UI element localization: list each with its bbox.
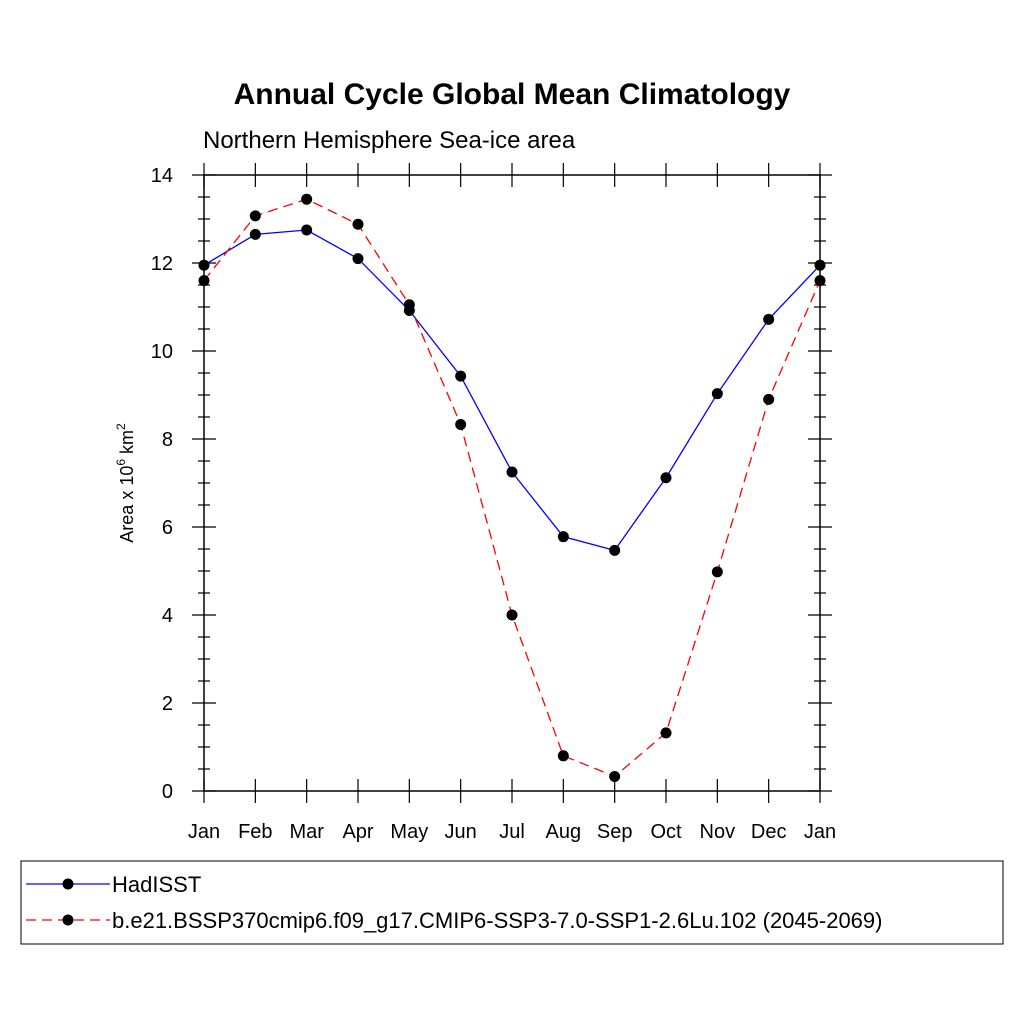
x-tick-label: Jul (499, 821, 525, 843)
chart-title: Annual Cycle Global Mean Climatology (234, 78, 791, 111)
legend: HadISST b.e21.BSSP370cmip6.f09_g17.CMIP6-… (20, 860, 1004, 945)
data-point-series-0 (352, 253, 364, 265)
data-point-series-1 (455, 418, 467, 430)
data-point-series-1 (763, 393, 775, 405)
data-point-series-0 (198, 259, 210, 271)
x-tick-label: Oct (650, 821, 682, 843)
x-tick-label: Sep (597, 821, 633, 843)
x-tick-label: Apr (342, 821, 373, 843)
x-tick-label: Feb (238, 821, 272, 843)
x-tick-label: May (390, 821, 428, 843)
legend-label-0: HadISST (112, 872, 201, 897)
data-point-series-1 (711, 566, 723, 578)
data-point-series-0 (763, 313, 775, 325)
data-point-series-1 (249, 210, 261, 222)
y-axis-title-mid: km (117, 430, 137, 459)
y-tick-label: 2 (162, 693, 173, 715)
legend-marker-0 (62, 878, 74, 890)
x-tick-label: Mar (289, 821, 324, 843)
data-point-series-1 (557, 750, 569, 762)
data-point-series-0 (557, 531, 569, 543)
y-tick-label: 6 (162, 517, 173, 539)
chart-subtitle: Northern Hemisphere Sea-ice area (203, 127, 576, 154)
data-point-series-1 (352, 218, 364, 230)
data-point-series-0 (609, 544, 621, 556)
x-axis-labels: Jan Feb Mar Apr May Jun Jul Aug Sep Oct Nov Dec Jan (188, 821, 836, 843)
legend-marker-1 (62, 914, 74, 926)
data-point-series-0 (249, 228, 261, 240)
series-line-0 (203, 229, 821, 552)
y-tick-label: 0 (162, 781, 173, 803)
x-tick-label: Dec (751, 821, 787, 843)
data-point-series-0 (711, 388, 723, 400)
y-tick-label: 12 (151, 253, 173, 275)
y-axis-title: Area x 106 km2 (114, 423, 137, 543)
legend-label-1: b.e21.BSSP370cmip6.f09_g17.CMIP6-SSP3-7.… (112, 908, 882, 933)
data-point-series-1 (660, 727, 672, 739)
y-axis-title-exp1: 6 (114, 459, 128, 466)
data-point-series-0 (301, 224, 313, 236)
y-axis-title-exp2: 2 (114, 423, 128, 430)
x-tick-label: Jan (188, 821, 220, 843)
series-lines (203, 198, 821, 778)
data-point-series-1 (403, 299, 415, 311)
y-axis-title-prefix: Area x 10 (117, 466, 137, 543)
y-axis-labels: 0 2 4 6 8 10 12 14 (151, 165, 173, 803)
data-point-series-1 (198, 275, 210, 287)
legend-items: HadISST b.e21.BSSP370cmip6.f09_g17.CMIP6-… (26, 872, 882, 933)
data-point-series-1 (814, 275, 826, 287)
data-point-series-0 (814, 259, 826, 271)
y-tick-label: 14 (151, 165, 173, 187)
x-tick-label: Jun (445, 821, 477, 843)
y-tick-label: 8 (162, 429, 173, 451)
x-tick-label: Jan (804, 821, 836, 843)
data-point-series-1 (301, 193, 313, 205)
x-tick-label: Nov (700, 821, 736, 843)
legend-frame (20, 860, 1004, 945)
series-line-1 (203, 198, 821, 778)
data-point-series-0 (506, 466, 518, 478)
x-tick-label: Aug (546, 821, 582, 843)
plot-frame (203, 174, 821, 792)
axis-ticks (192, 163, 832, 803)
data-point-series-0 (455, 370, 467, 382)
data-point-series-0 (660, 472, 672, 484)
data-point-series-1 (506, 609, 518, 621)
y-tick-label: 10 (151, 341, 173, 363)
y-tick-label: 4 (162, 605, 173, 627)
plot-area (192, 163, 832, 803)
data-point-series-1 (609, 770, 621, 782)
series-points (198, 193, 826, 782)
